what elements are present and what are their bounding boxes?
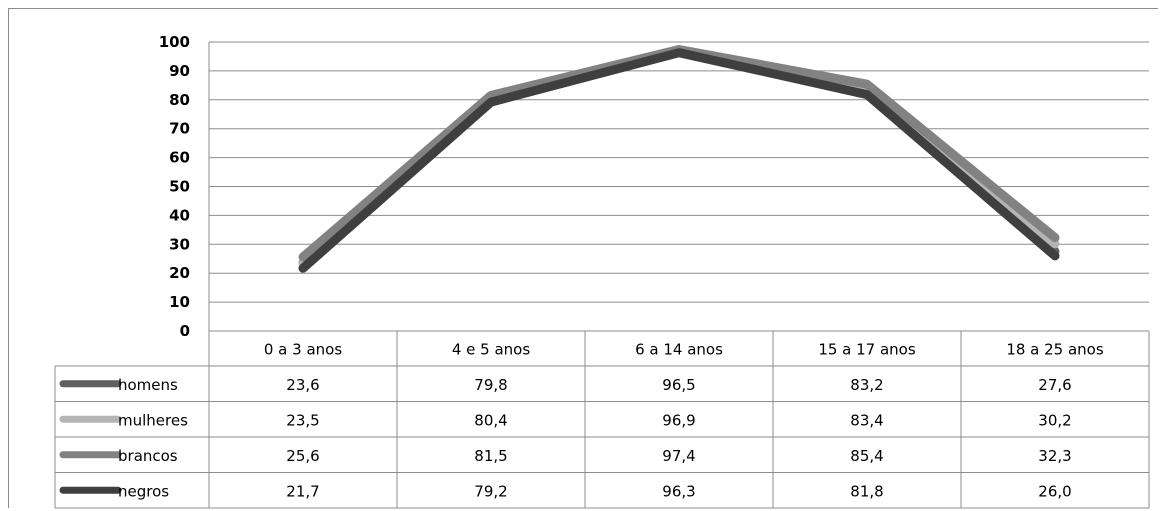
data-point-negros [301,266,305,270]
x-tick-label: 15 a 17 anos [818,341,916,359]
x-tick-label: 6 a 14 anos [635,341,723,359]
x-tick-label: 0 a 3 anos [264,341,342,359]
data-point-negros [1053,254,1057,258]
y-tick-label: 0 [180,322,190,340]
data-label: 30,2 [1038,411,1071,429]
y-tick-label: 60 [169,149,190,167]
legend-label-brancos: brancos [118,447,178,465]
data-point-negros [865,93,869,97]
data-point-brancos [865,82,869,86]
data-point-negros [489,100,493,104]
x-tick-label: 18 a 25 anos [1006,341,1104,359]
data-label: 97,4 [662,447,695,465]
y-tick-label: 30 [169,235,190,253]
data-label: 79,2 [474,482,507,500]
data-label: 23,5 [286,411,319,429]
data-label: 79,8 [474,376,507,394]
data-label: 83,2 [850,376,883,394]
data-label: 96,5 [662,376,695,394]
data-label: 27,6 [1038,376,1071,394]
data-point-brancos [301,255,305,259]
data-point-mulheres [1053,242,1057,246]
data-table: 0 a 3 anos 4 e 5 anos 6 a 14 anos 15 a 17 a… [54,330,1150,509]
data-point-brancos [1053,236,1057,240]
series-lines [298,45,1060,273]
y-tick-label: 50 [169,178,190,196]
data-label: 96,9 [662,411,695,429]
legend-label-negros: negros [118,482,169,500]
y-axis-ticks: 0 10 20 30 40 50 60 70 80 90 100 [159,33,190,340]
y-tick-label: 70 [169,120,190,138]
data-label: 81,8 [850,482,883,500]
data-label: 26,0 [1038,482,1071,500]
x-tick-label: 4 e 5 anos [452,341,530,359]
y-tick-label: 40 [169,206,190,224]
legend-label-mulheres: mulheres [118,411,188,429]
y-tick-label: 80 [169,91,190,109]
data-label: 83,4 [850,411,883,429]
y-tick-label: 100 [159,33,190,51]
chart-frame [8,8,1158,508]
data-label: 81,5 [474,447,507,465]
gridlines [208,41,1149,332]
data-label: 21,7 [286,482,319,500]
data-label: 25,6 [286,447,319,465]
legend-label-homens: homens [118,376,178,394]
data-point-brancos [489,93,493,97]
y-tick-label: 10 [169,293,190,311]
data-label: 96,3 [662,482,695,500]
data-label: 85,4 [850,447,883,465]
y-tick-label: 20 [169,264,190,282]
data-point-negros [677,51,681,55]
data-label: 23,6 [286,376,319,394]
y-tick-label: 90 [169,62,190,80]
data-label: 32,3 [1038,447,1071,465]
data-label: 80,4 [474,411,507,429]
